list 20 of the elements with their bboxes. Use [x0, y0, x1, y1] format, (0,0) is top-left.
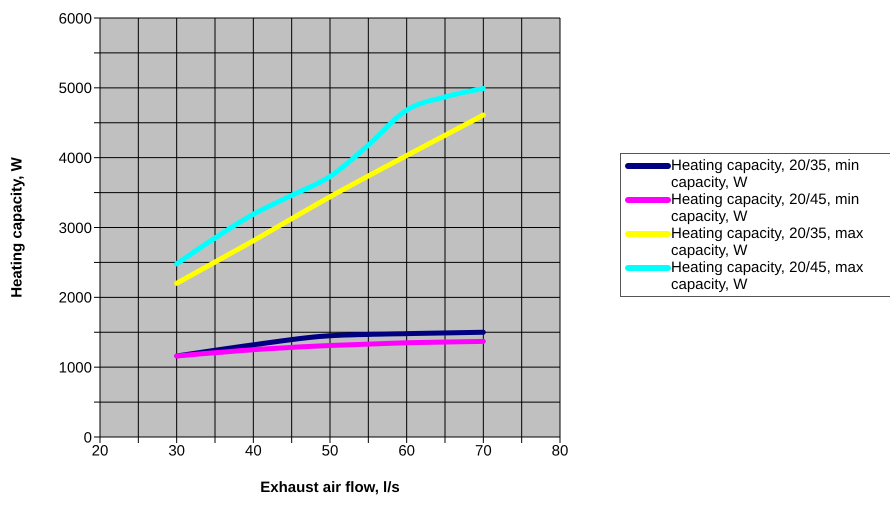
x-tick-label: 20 — [92, 442, 108, 460]
x-axis-title: Exhaust air flow, l/s — [260, 479, 400, 496]
y-tick-label: 4000 — [58, 150, 92, 167]
x-tick-label: 50 — [322, 442, 338, 460]
x-tick-label: 30 — [168, 442, 186, 460]
y-tick-label: 2000 — [58, 290, 92, 307]
y-tick-label: 5000 — [58, 80, 92, 98]
y-tick-label: 0 — [84, 429, 92, 446]
x-tick-label: 40 — [244, 442, 262, 460]
y-tick-label: 6000 — [58, 10, 92, 28]
legend-label: Heating capacity, 20/45, min capacity, W — [671, 191, 860, 225]
x-tick-label: 70 — [474, 442, 492, 460]
x-tick-label: 80 — [552, 442, 568, 460]
legend-label: Heating capacity, 20/35, min capacity, W — [671, 157, 860, 191]
legend-label: Heating capacity, 20/45, max capacity, W — [671, 259, 864, 293]
legend-label: Heating capacity, 20/35, max capacity, W — [671, 225, 864, 259]
y-tick-label: 3000 — [58, 220, 92, 237]
y-axis-title: Heating capacity, W — [8, 156, 26, 298]
y-tick-label: 1000 — [58, 359, 92, 376]
x-tick-label: 60 — [398, 442, 416, 460]
